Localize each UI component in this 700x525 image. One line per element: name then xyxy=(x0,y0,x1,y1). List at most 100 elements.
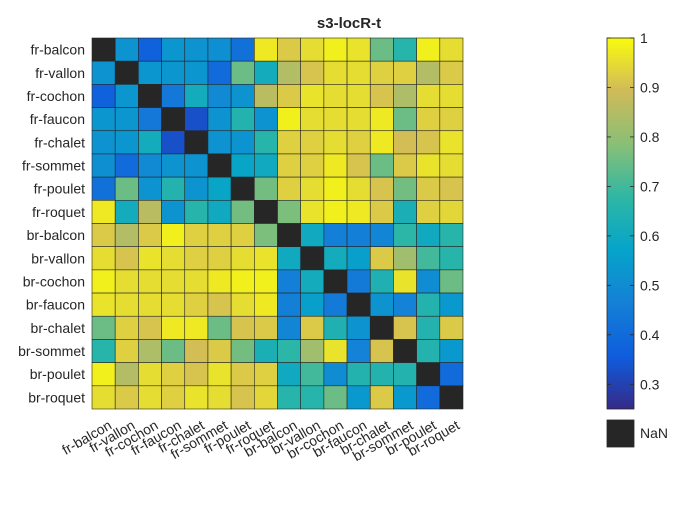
heatmap-cell-br-poulet-fr-sommet xyxy=(207,362,232,387)
heatmap-cell-fr-vallon-fr-vallon xyxy=(114,60,139,85)
heatmap-cell-fr-sommet-fr-balcon xyxy=(91,153,116,178)
heatmap-cell-br-chalet-fr-roquet xyxy=(254,315,278,340)
heatmap-cell-br-chalet-br-faucon xyxy=(346,315,371,340)
heatmap-cell-fr-vallon-br-sommet xyxy=(393,60,417,85)
heatmap-cell-br-faucon-br-vallon xyxy=(300,292,325,317)
heatmap-cell-br-faucon-br-cochon xyxy=(323,292,348,317)
heatmap-cell-fr-balcon-fr-chalet xyxy=(184,37,209,62)
heatmap-cell-fr-cochon-fr-sommet xyxy=(207,84,232,108)
heatmap-cell-br-chalet-br-poulet xyxy=(416,315,441,340)
heatmap-cell-fr-faucon-br-roquet xyxy=(439,107,464,132)
y-tick-label: br-balcon xyxy=(27,227,85,243)
heatmap-cell-fr-cochon-br-balcon xyxy=(277,84,301,108)
heatmap-cell-fr-cochon-fr-cochon xyxy=(138,84,162,108)
heatmap-cell-fr-cochon-br-poulet xyxy=(416,84,441,108)
heatmap-cell-br-faucon-fr-sommet xyxy=(207,292,232,317)
heatmap-cell-br-balcon-br-chalet xyxy=(369,223,394,247)
heatmap-cell-fr-poulet-br-vallon xyxy=(300,176,325,201)
heatmap-cell-br-chalet-fr-vallon xyxy=(114,315,139,340)
heatmap-cell-br-cochon-br-sommet xyxy=(393,269,417,294)
y-tick-label: br-sommet xyxy=(18,343,85,359)
heatmap-cell-br-vallon-br-balcon xyxy=(277,246,301,271)
colorbar-tick-label: 0.3 xyxy=(640,376,660,392)
y-tick-label: fr-vallon xyxy=(35,65,85,81)
heatmap-cell-br-faucon-fr-faucon xyxy=(161,292,186,317)
heatmap-cell-br-chalet-fr-cochon xyxy=(138,315,162,340)
heatmap-cell-br-balcon-fr-vallon xyxy=(114,223,139,247)
colorbar xyxy=(606,37,635,410)
heatmap-cell-br-roquet-fr-chalet xyxy=(184,385,209,410)
x-tick-labels: fr-balconfr-vallonfr-cochonfr-fauconfr-c… xyxy=(59,417,462,464)
heatmap-cell-br-vallon-fr-vallon xyxy=(114,246,139,271)
heatmap-cell-br-poulet-br-sommet xyxy=(393,362,417,387)
heatmap-cell-fr-balcon-fr-cochon xyxy=(138,37,162,62)
heatmap-cell-fr-faucon-br-chalet xyxy=(369,107,394,132)
colorbar-tick-label: 0.8 xyxy=(640,129,660,145)
heatmap-cell-br-sommet-fr-vallon xyxy=(114,339,139,363)
heatmap-cell-fr-balcon-fr-sommet xyxy=(207,37,232,62)
heatmap-cell-br-cochon-fr-faucon xyxy=(161,269,186,294)
heatmap-cell-fr-cochon-br-chalet xyxy=(369,84,394,108)
heatmap-cell-fr-roquet-br-poulet xyxy=(416,200,441,224)
heatmap-cell-fr-chalet-fr-chalet xyxy=(184,130,209,155)
heatmap-cell-br-roquet-br-roquet xyxy=(439,385,464,410)
heatmap-cell-br-cochon-fr-chalet xyxy=(184,269,209,294)
y-tick-label: fr-chalet xyxy=(34,134,85,150)
heatmap-cell-br-vallon-br-cochon xyxy=(323,246,348,271)
heatmap-cell-br-vallon-fr-faucon xyxy=(161,246,186,271)
heatmap-cell-br-chalet-br-chalet xyxy=(369,315,394,340)
heatmap-cell-fr-sommet-br-roquet xyxy=(439,153,464,178)
heatmap-cell-br-poulet-br-balcon xyxy=(277,362,301,387)
heatmap-cell-fr-roquet-br-vallon xyxy=(300,200,325,224)
heatmap-cell-br-faucon-br-chalet xyxy=(369,292,394,317)
heatmap-cell-fr-cochon-fr-balcon xyxy=(91,84,116,108)
heatmap-cell-br-cochon-br-vallon xyxy=(300,269,325,294)
heatmap-cell-fr-roquet-fr-poulet xyxy=(230,200,255,224)
heatmap-cell-br-roquet-fr-vallon xyxy=(114,385,139,410)
heatmap-cell-br-cochon-fr-cochon xyxy=(138,269,162,294)
heatmap-cell-fr-faucon-fr-sommet xyxy=(207,107,232,132)
heatmap-cell-fr-chalet-br-faucon xyxy=(346,130,371,155)
heatmap-cell-fr-roquet-br-balcon xyxy=(277,200,301,224)
heatmap-cell-br-balcon-fr-balcon xyxy=(91,223,116,247)
heatmap-cells xyxy=(91,37,464,410)
heatmap-cell-fr-cochon-br-roquet xyxy=(439,84,464,108)
heatmap-cell-fr-chalet-fr-poulet xyxy=(230,130,255,155)
heatmap-cell-fr-poulet-fr-vallon xyxy=(114,176,139,201)
heatmap-cell-fr-sommet-br-chalet xyxy=(369,153,394,178)
heatmap-cell-br-vallon-fr-roquet xyxy=(254,246,278,271)
heatmap-cell-br-balcon-br-poulet xyxy=(416,223,441,247)
heatmap-cell-br-cochon-fr-balcon xyxy=(91,269,116,294)
heatmap-cell-fr-faucon-fr-faucon xyxy=(161,107,186,132)
heatmap-cell-fr-chalet-br-poulet xyxy=(416,130,441,155)
y-tick-label: br-vallon xyxy=(31,250,85,266)
heatmap-cell-br-cochon-fr-sommet xyxy=(207,269,232,294)
heatmap-cell-fr-sommet-fr-faucon xyxy=(161,153,186,178)
heatmap-cell-br-roquet-br-faucon xyxy=(346,385,371,410)
heatmap-cell-fr-vallon-fr-cochon xyxy=(138,60,162,85)
heatmap-cell-br-chalet-br-balcon xyxy=(277,315,301,340)
heatmap-cell-br-vallon-fr-chalet xyxy=(184,246,209,271)
heatmap-cell-fr-cochon-fr-chalet xyxy=(184,84,209,108)
heatmap-cell-br-roquet-fr-faucon xyxy=(161,385,186,410)
heatmap-cell-br-vallon-br-sommet xyxy=(393,246,417,271)
heatmap-cell-fr-balcon-fr-poulet xyxy=(230,37,255,62)
heatmap-cell-fr-cochon-br-sommet xyxy=(393,84,417,108)
heatmap-cell-br-balcon-fr-faucon xyxy=(161,223,186,247)
heatmap-cell-br-roquet-br-sommet xyxy=(393,385,417,410)
heatmap-cell-br-chalet-fr-balcon xyxy=(91,315,116,340)
heatmap-cell-fr-vallon-fr-sommet xyxy=(207,60,232,85)
heatmap-cell-fr-vallon-br-cochon xyxy=(323,60,348,85)
heatmap-cell-fr-sommet-br-faucon xyxy=(346,153,371,178)
heatmap-cell-fr-poulet-br-roquet xyxy=(439,176,464,201)
heatmap-cell-fr-roquet-fr-balcon xyxy=(91,200,116,224)
heatmap-cell-fr-vallon-br-balcon xyxy=(277,60,301,85)
heatmap-cell-fr-vallon-br-chalet xyxy=(369,60,394,85)
heatmap-cell-fr-roquet-br-chalet xyxy=(369,200,394,224)
heatmap-cell-fr-vallon-fr-roquet xyxy=(254,60,278,85)
y-tick-label: br-cochon xyxy=(23,273,85,289)
nan-swatch xyxy=(606,419,635,448)
heatmap-cell-fr-poulet-fr-faucon xyxy=(161,176,186,201)
heatmap-cell-br-balcon-fr-roquet xyxy=(254,223,278,247)
heatmap-cell-br-vallon-br-poulet xyxy=(416,246,441,271)
